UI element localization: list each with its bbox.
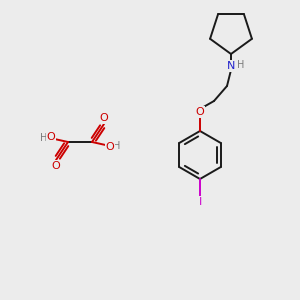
Text: O: O bbox=[196, 107, 204, 117]
Text: O: O bbox=[100, 113, 108, 123]
Text: O: O bbox=[46, 132, 56, 142]
Text: H: H bbox=[40, 133, 48, 143]
Text: O: O bbox=[106, 142, 114, 152]
Text: I: I bbox=[198, 197, 202, 207]
Text: H: H bbox=[237, 60, 245, 70]
Text: H: H bbox=[113, 141, 121, 151]
Text: O: O bbox=[52, 161, 60, 171]
Text: N: N bbox=[227, 61, 235, 71]
